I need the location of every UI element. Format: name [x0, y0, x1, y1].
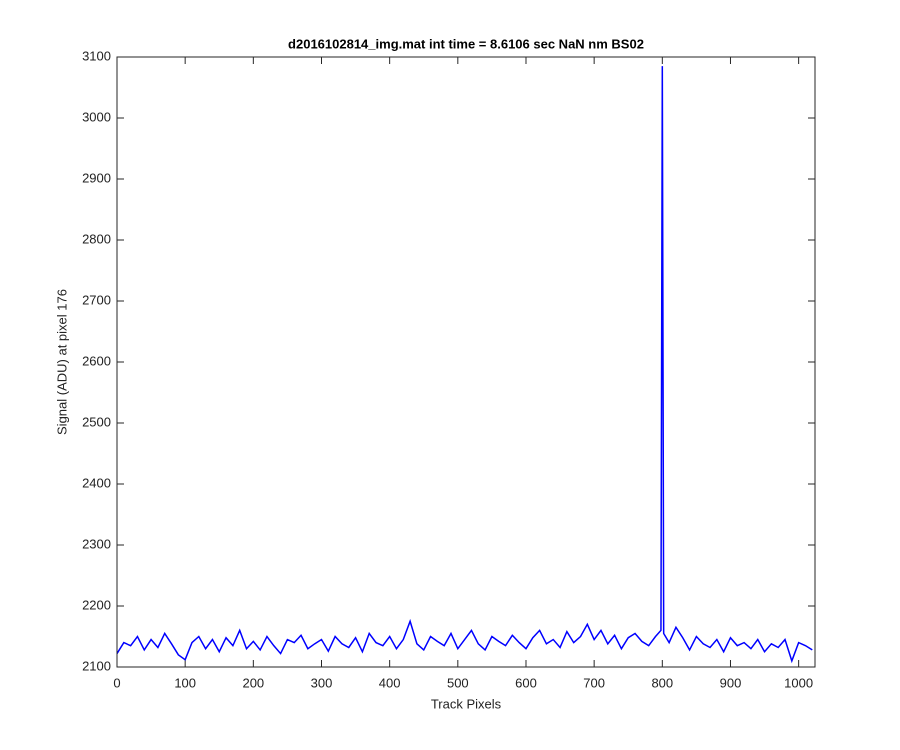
y-tick-label: 3100 [82, 48, 111, 63]
plot-frame [116, 56, 816, 668]
x-tick-label: 300 [311, 675, 333, 690]
y-tick-label: 3000 [82, 109, 111, 124]
y-tick-label: 2500 [82, 414, 111, 429]
y-axis-label: Signal (ADU) at pixel 176 [54, 289, 69, 435]
y-tick-label: 2600 [82, 353, 111, 368]
y-tick-label: 2700 [82, 292, 111, 307]
y-tick-label: 2100 [82, 658, 111, 673]
y-tick-label: 2300 [82, 536, 111, 551]
x-tick-label: 600 [515, 675, 537, 690]
y-tick-label: 2400 [82, 475, 111, 490]
y-tick-label: 2200 [82, 597, 111, 612]
x-tick-label: 400 [379, 675, 401, 690]
x-tick-label: 1000 [784, 675, 813, 690]
x-tick-label: 500 [447, 675, 469, 690]
x-tick-label: 100 [174, 675, 196, 690]
x-tick-label: 900 [720, 675, 742, 690]
chart-title: d2016102814_img.mat int time = 8.6106 se… [288, 36, 644, 51]
x-tick-label: 700 [583, 675, 605, 690]
x-tick-label: 200 [242, 675, 264, 690]
x-axis-label: Track Pixels [431, 696, 502, 711]
x-tick-label: 0 [113, 675, 120, 690]
x-tick-label: 800 [651, 675, 673, 690]
data-line [116, 66, 813, 664]
y-tick-label: 2800 [82, 231, 111, 246]
y-tick-label: 2900 [82, 170, 111, 185]
